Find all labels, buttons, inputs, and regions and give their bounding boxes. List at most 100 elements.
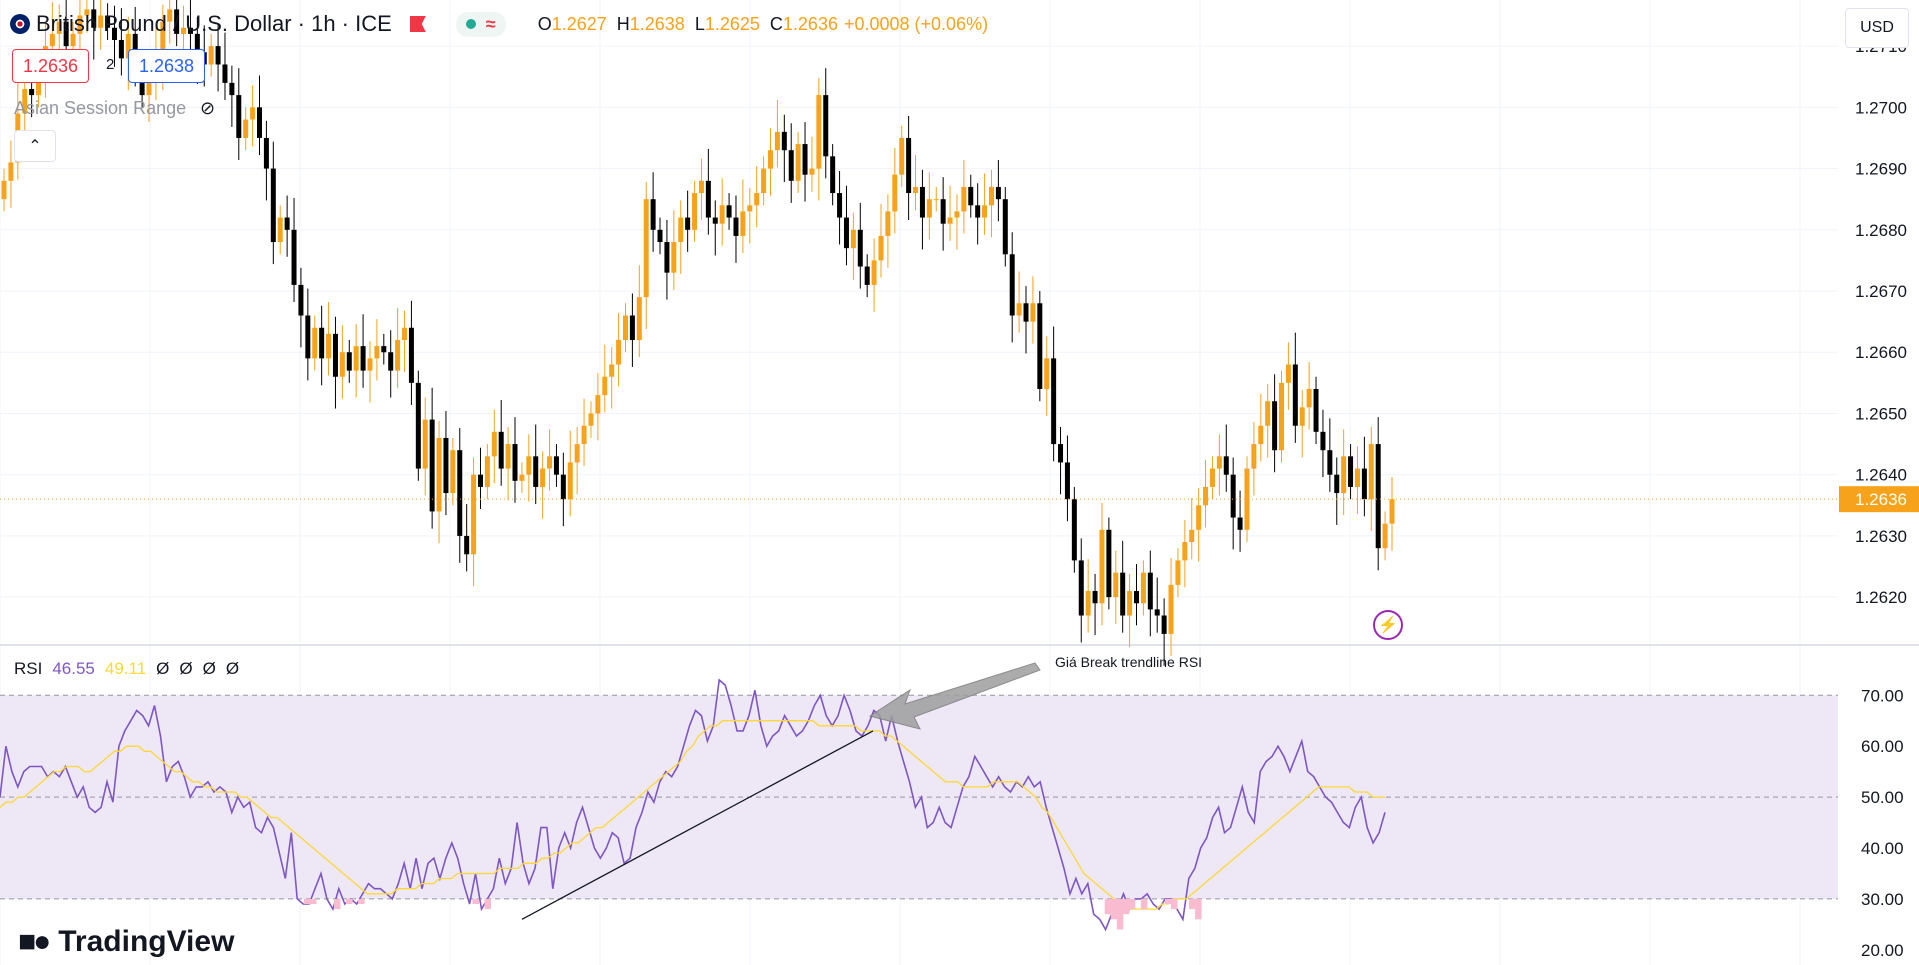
rsi-empty-3: Ø [225, 659, 240, 678]
candle [450, 437, 456, 506]
candle-body [29, 88, 35, 96]
candle [1368, 426, 1374, 532]
candle [298, 267, 304, 348]
candle-body [650, 199, 656, 230]
indicator-label[interactable]: Asian Session Range [14, 98, 187, 118]
candle-body [574, 444, 580, 463]
candle-body [843, 217, 849, 249]
candle [823, 68, 829, 179]
candle [1272, 374, 1278, 473]
candle-body [1, 180, 7, 200]
candle-body [581, 425, 587, 445]
candle [712, 200, 718, 256]
candle [899, 125, 905, 187]
candle-body [857, 229, 863, 267]
candle-body [643, 199, 649, 298]
candle-body [885, 211, 891, 236]
candle-body [84, 9, 90, 16]
candle-body [236, 95, 242, 138]
open-label: O [537, 13, 552, 34]
candle-body [954, 211, 960, 218]
candle-body [747, 205, 753, 212]
candle [1209, 456, 1215, 500]
candle [892, 147, 898, 234]
market-status-pill[interactable]: ≈ [455, 11, 506, 37]
candle [457, 428, 463, 563]
candle-body [360, 346, 366, 371]
candle-body [1389, 499, 1395, 524]
candle [381, 333, 387, 365]
candle-body [257, 107, 263, 138]
candle [332, 316, 338, 409]
candle-body [408, 327, 414, 383]
candle-body [768, 150, 774, 169]
annotation-text[interactable]: Giá Break trendline RSI [1055, 654, 1203, 670]
candle-body [222, 64, 228, 83]
candle [878, 204, 884, 278]
lightning-icon[interactable]: ⚡ [1373, 610, 1403, 640]
candle-body [174, 9, 180, 34]
candle [1064, 435, 1070, 522]
candle [1196, 488, 1202, 562]
candle-body [553, 456, 559, 475]
candle-body [270, 168, 276, 243]
candle-body [906, 137, 912, 194]
candle [1292, 332, 1298, 443]
symbol-title[interactable]: British Pound / U.S. Dollar · 1h · ICE [36, 11, 392, 36]
candle-body [1161, 615, 1167, 634]
candle-body [326, 333, 332, 359]
currency-selector[interactable]: USD [1845, 8, 1909, 48]
candle-body [1140, 572, 1146, 604]
candle-body [774, 131, 780, 151]
candle [491, 409, 497, 484]
candle-body [1009, 254, 1015, 316]
candle-body [1285, 364, 1291, 383]
candle [257, 75, 263, 156]
candle-body [498, 431, 504, 469]
candle-body [712, 217, 718, 224]
candle [698, 158, 704, 220]
price-tick-label: 1.2680 [1855, 221, 1907, 240]
candle [622, 303, 628, 353]
buy-price-button[interactable]: 1.2638 [128, 49, 206, 83]
collapse-chevron-up-icon[interactable]: ⌃ [14, 130, 56, 162]
candle-body [1023, 303, 1029, 322]
close-value: 1.2636 [782, 13, 838, 34]
candle [913, 155, 919, 211]
candle [830, 144, 836, 206]
candle [1334, 457, 1340, 525]
candle [774, 100, 780, 168]
rsi-line [0, 678, 1386, 932]
sell-price-button[interactable]: 1.2636 [12, 49, 90, 83]
candle-body [823, 95, 829, 157]
candle [395, 308, 401, 388]
rsi-name[interactable]: RSI [14, 659, 43, 678]
candle [961, 160, 967, 234]
candle-body [388, 352, 394, 371]
candle [671, 210, 677, 290]
candle [1382, 511, 1388, 561]
candle-body [167, 9, 173, 22]
candle [636, 265, 642, 358]
eye-hidden-icon[interactable]: ⊘ [200, 98, 216, 118]
candle-body [1175, 560, 1181, 585]
candle-body [526, 456, 532, 475]
candle-body [367, 358, 373, 371]
candle [415, 370, 421, 481]
candle [574, 426, 580, 495]
candle-body [1313, 388, 1319, 432]
rsi-tick-label: 20.00 [1861, 941, 1904, 960]
candle-body [1044, 358, 1050, 389]
candle [857, 202, 863, 289]
candle-body [878, 235, 884, 261]
flag-marker-icon[interactable] [409, 16, 426, 32]
candle [305, 288, 311, 381]
rsi-ma-value: 49.11 [104, 659, 147, 678]
candle [678, 200, 684, 274]
candle-body [56, 21, 62, 34]
candle [8, 140, 14, 208]
candle [768, 128, 774, 196]
price-tick-label: 1.2670 [1855, 282, 1907, 301]
candle-body [1237, 517, 1243, 530]
